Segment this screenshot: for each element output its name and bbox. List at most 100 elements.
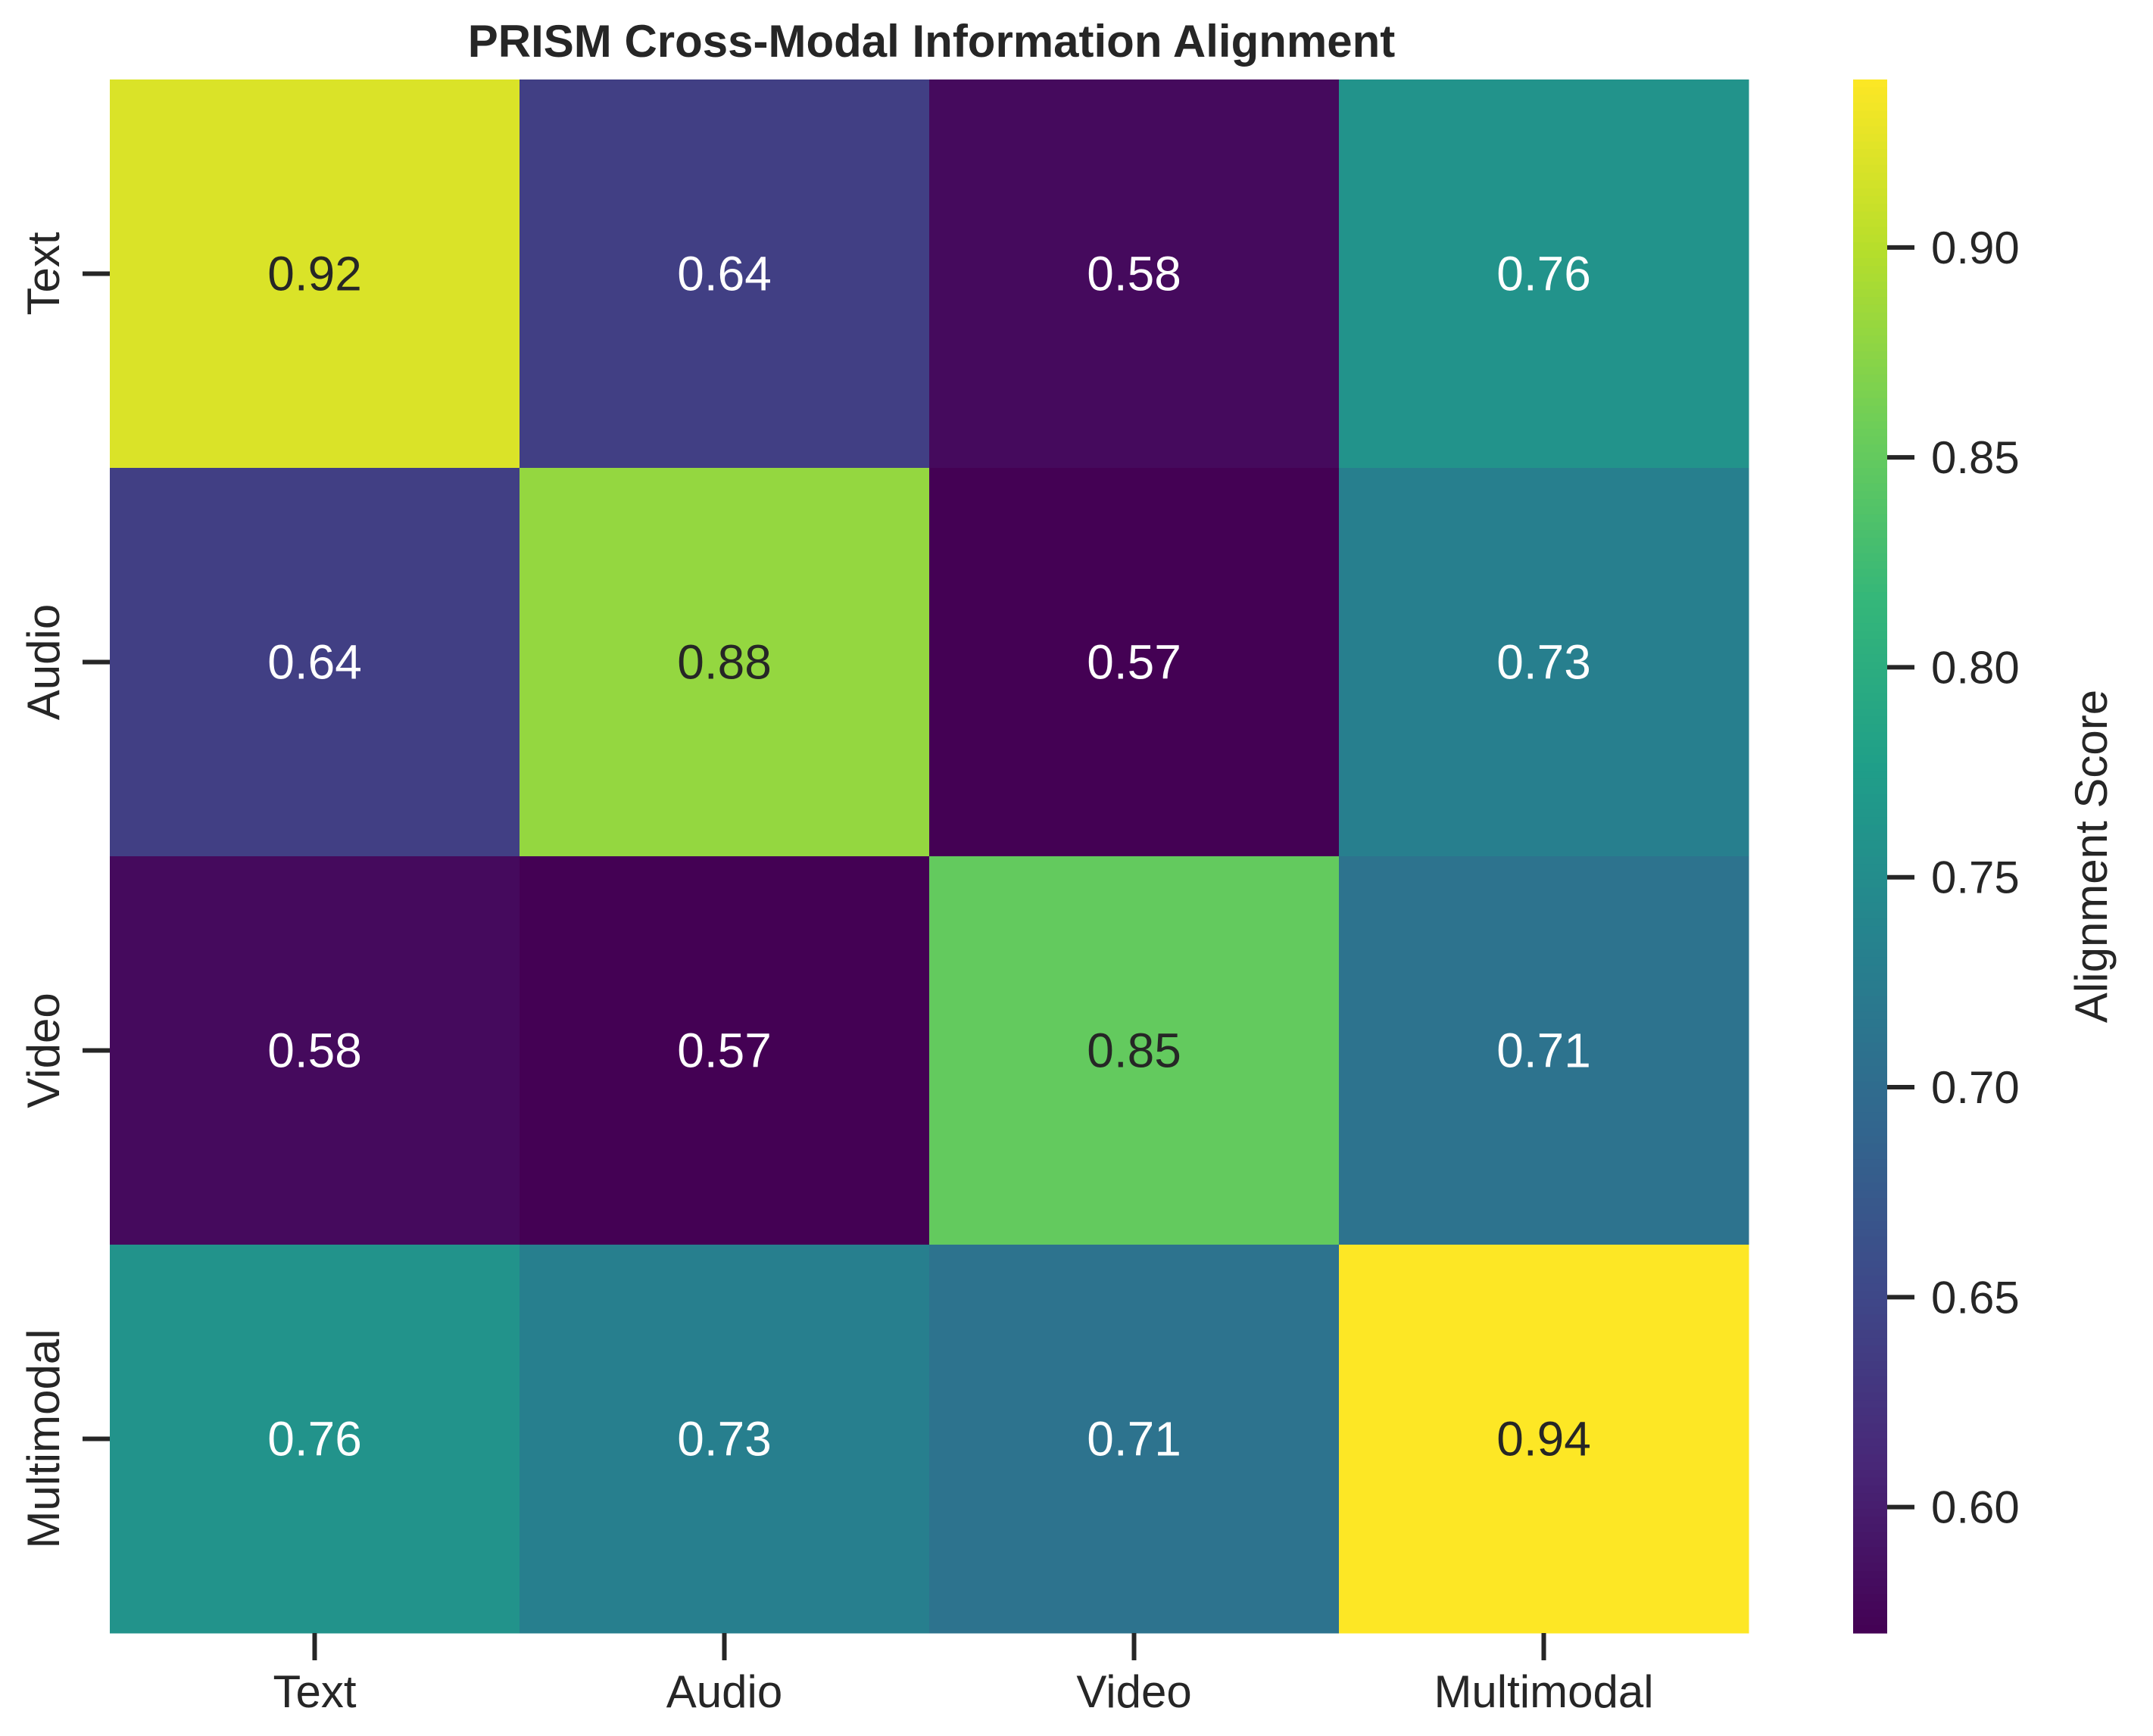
colorbar-segment — [1853, 320, 1887, 329]
y-axis: Text Audio Video Multimodal — [18, 232, 110, 1549]
colorbar-segment — [1853, 1198, 1887, 1207]
heatmap-cells — [110, 79, 1749, 1634]
colorbar-segment — [1853, 1011, 1887, 1021]
colorbar-segment — [1853, 335, 1887, 344]
colorbar-segment — [1853, 600, 1887, 609]
colorbar-segment — [1853, 111, 1887, 119]
colorbar-segment — [1853, 623, 1887, 632]
colorbar-segment — [1853, 918, 1887, 927]
colorbar-segment — [1853, 1579, 1887, 1588]
x-tick-label: Audio — [666, 1666, 782, 1717]
colorbar-segment — [1853, 607, 1887, 616]
colorbar-segment — [1853, 374, 1887, 383]
colorbar-segment — [1853, 1501, 1887, 1510]
heatmap-cell — [520, 79, 930, 469]
colorbar-segment — [1853, 809, 1887, 818]
cell-value-label: 0.76 — [1496, 247, 1591, 301]
heatmap-cell — [520, 468, 930, 857]
cell-value-label: 0.85 — [1087, 1024, 1181, 1078]
cell-value-label: 0.94 — [1496, 1412, 1591, 1466]
colorbar-segment — [1853, 1322, 1887, 1331]
colorbar-segment — [1853, 273, 1887, 282]
colorbar-segment — [1853, 266, 1887, 275]
colorbar-segment — [1853, 654, 1887, 663]
x-tick-label: Multimodal — [1434, 1666, 1653, 1717]
colorbar-segment — [1853, 1392, 1887, 1401]
colorbar-segment — [1853, 1167, 1887, 1176]
colorbar-segment — [1853, 1462, 1887, 1471]
colorbar-segment — [1853, 933, 1887, 943]
colorbar-segment — [1853, 312, 1887, 321]
colorbar-segment — [1853, 444, 1887, 453]
y-tick-label: Audio — [18, 604, 69, 720]
colorbar-segment — [1853, 1384, 1887, 1393]
colorbar-segment — [1853, 786, 1887, 795]
cell-value-label: 0.76 — [267, 1412, 362, 1466]
colorbar-segment — [1853, 1570, 1887, 1579]
colorbar-tick-label: 0.80 — [1931, 642, 2020, 693]
heatmap-cell — [1339, 856, 1749, 1245]
colorbar-segment — [1853, 1245, 1887, 1253]
heatmap-cell — [1339, 1245, 1749, 1634]
colorbar-segment — [1853, 1555, 1887, 1564]
colorbar-segment — [1853, 817, 1887, 826]
colorbar-segment — [1853, 755, 1887, 764]
colorbar-segment — [1853, 1594, 1887, 1603]
colorbar-segment — [1853, 615, 1887, 624]
colorbar-segment — [1853, 180, 1887, 189]
colorbar-segment — [1853, 1532, 1887, 1541]
colorbar-segment — [1853, 902, 1887, 912]
colorbar-segment — [1853, 1205, 1887, 1214]
heatmap-cell — [110, 468, 520, 857]
colorbar-segment — [1853, 762, 1887, 771]
colorbar-segment — [1853, 1477, 1887, 1486]
colorbar-segment — [1853, 538, 1887, 547]
y-tick-label: Video — [18, 993, 69, 1108]
colorbar-segment — [1853, 1136, 1887, 1145]
colorbar-segment — [1853, 235, 1887, 244]
colorbar-segment — [1853, 499, 1887, 507]
colorbar-segment — [1853, 522, 1887, 531]
colorbar-segment — [1853, 126, 1887, 135]
colorbar-segment — [1853, 856, 1887, 865]
colorbar-segment — [1853, 926, 1887, 935]
colorbar-segment — [1853, 397, 1887, 407]
colorbar-segment — [1853, 226, 1887, 235]
cell-value-label: 0.57 — [1087, 635, 1181, 690]
colorbar-segment — [1853, 133, 1887, 142]
colorbar-segment — [1853, 195, 1887, 204]
colorbar-segment — [1853, 1027, 1887, 1036]
colorbar-segment — [1853, 343, 1887, 352]
colorbar-tick-label: 0.85 — [1931, 432, 2020, 483]
colorbar-segment — [1853, 949, 1887, 958]
colorbar-segment — [1853, 957, 1887, 966]
colorbar-segment — [1853, 700, 1887, 709]
colorbar-segment — [1853, 1539, 1887, 1548]
colorbar-segment — [1853, 1019, 1887, 1028]
colorbar-segment — [1853, 1128, 1887, 1136]
colorbar-segment — [1853, 1283, 1887, 1292]
colorbar-segment — [1853, 1376, 1887, 1385]
colorbar-tick-label: 0.60 — [1931, 1482, 2020, 1533]
cell-value-label: 0.64 — [267, 635, 362, 690]
colorbar-segment — [1853, 475, 1887, 485]
colorbar-segment — [1853, 1415, 1887, 1424]
colorbar-segment — [1853, 102, 1887, 111]
colorbar-segment — [1853, 1298, 1887, 1307]
colorbar-segment — [1853, 778, 1887, 787]
colorbar-segment — [1853, 149, 1887, 158]
colorbar-segment — [1853, 1314, 1887, 1323]
colorbar-segment — [1853, 848, 1887, 857]
cell-value-label: 0.58 — [267, 1024, 362, 1078]
colorbar-segment — [1853, 460, 1887, 469]
cell-value-label: 0.92 — [267, 247, 362, 301]
colorbar-segment — [1853, 740, 1887, 748]
y-tick-label: Text — [18, 232, 69, 315]
colorbar-segment — [1853, 483, 1887, 492]
colorbar-segment — [1853, 1438, 1887, 1448]
colorbar-segment — [1853, 250, 1887, 259]
colorbar-segment — [1853, 569, 1887, 578]
colorbar-segment — [1853, 980, 1887, 990]
colorbar-segment — [1853, 1190, 1887, 1199]
colorbar-segment — [1853, 972, 1887, 981]
